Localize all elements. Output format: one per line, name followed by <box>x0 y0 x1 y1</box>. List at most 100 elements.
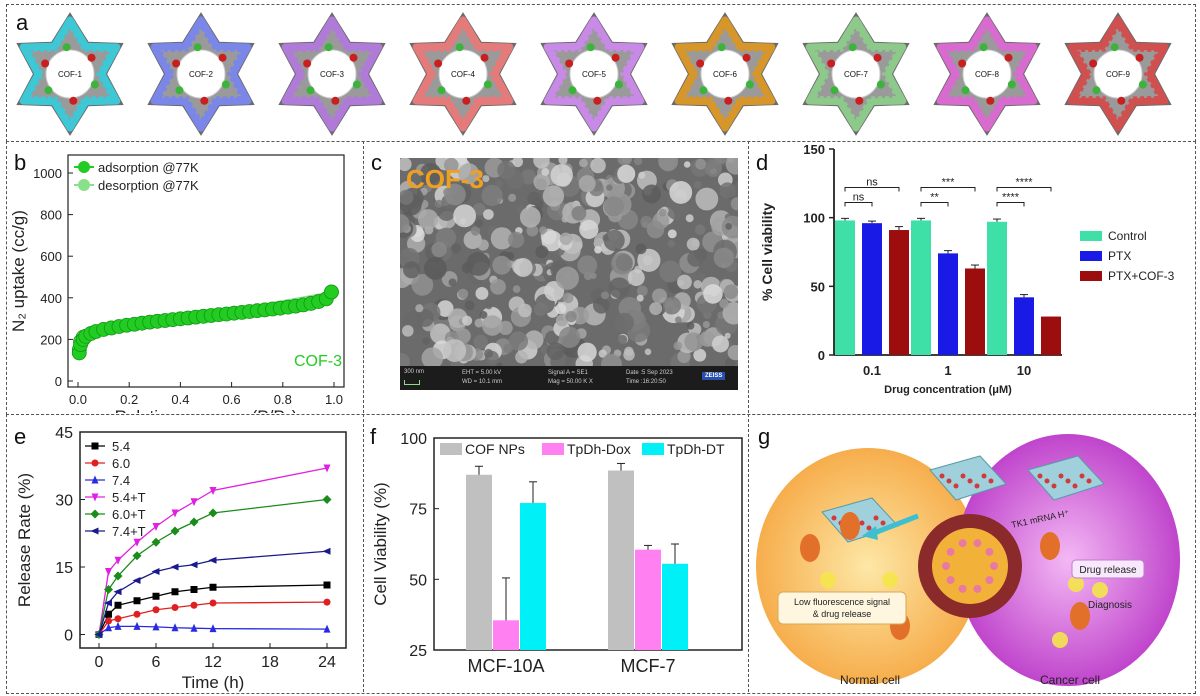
cof-label-9: COF-9 <box>1106 70 1131 79</box>
cof-atom <box>699 86 708 95</box>
cof-atom <box>324 43 333 52</box>
chart-d-sig-bracket <box>844 186 900 192</box>
cof-pore <box>438 49 488 99</box>
chart-b-xtick-label: 0.4 <box>171 392 189 407</box>
cof-atom <box>958 59 967 68</box>
sem-particle <box>565 311 577 323</box>
sem-particle <box>723 284 738 299</box>
cof-cube-drug <box>866 525 872 531</box>
cof-atom <box>69 96 78 105</box>
chart-d-bar <box>862 223 882 355</box>
cof-atom <box>462 96 471 105</box>
sem-particle <box>578 175 596 193</box>
cof-cube-2 <box>929 455 1007 501</box>
cof-atom <box>724 96 733 105</box>
drug-release-box <box>1071 559 1145 579</box>
sem-particle <box>693 280 703 289</box>
cof-linker <box>19 16 121 132</box>
cof-linker <box>150 16 252 132</box>
sem-particle <box>558 158 568 165</box>
sem-particle <box>431 241 447 258</box>
panel-border-bottom <box>6 414 1196 694</box>
chart-d-xtick-label: 1 <box>944 363 951 378</box>
cof-ring <box>28 26 112 122</box>
cof-atom <box>62 43 71 52</box>
sem-particle <box>541 230 563 252</box>
sem-scale: 300 nm <box>404 369 425 375</box>
sem-particle <box>513 258 533 277</box>
cof-ring <box>159 26 243 122</box>
cof-atom <box>876 80 885 89</box>
sem-scale-bar <box>404 380 420 385</box>
sem-info-bar: 300 nm EHT = 5.00 kV WD = 10.1 mm Signal… <box>400 366 738 390</box>
chart-b-ylabel: N₂ uptake (cc/g) <box>9 210 28 332</box>
chart-d-ylabel: % Cell viability <box>759 203 775 301</box>
sem-particle <box>418 209 439 230</box>
sem-particle <box>481 184 503 207</box>
cof-cube-drug <box>1044 478 1050 484</box>
chart-d-sig-bracket <box>996 202 1025 207</box>
chart-e-ytick-label: 15 <box>55 560 73 577</box>
cof-atom <box>352 80 361 89</box>
cof-atom <box>717 43 726 52</box>
sem-particle <box>644 348 652 356</box>
panel-label-e: e <box>14 424 27 449</box>
cof-atom <box>586 43 595 52</box>
cof-atom <box>873 53 882 62</box>
chart-e-marker <box>133 621 141 630</box>
sem-particle <box>508 231 525 248</box>
sem-particle <box>545 330 560 345</box>
cof-label-2: COF-2 <box>189 70 214 79</box>
chart-d-legend-swatch <box>1080 231 1102 241</box>
chart-e-marker <box>323 581 331 589</box>
sem-particle <box>684 332 704 352</box>
cof-structure-7: COF-7 <box>802 12 910 136</box>
sem-particle <box>434 199 443 208</box>
chart-e-marker <box>190 586 198 593</box>
sem-particle <box>535 178 547 190</box>
chart-f-ytick-label: 50 <box>409 572 427 589</box>
chart-b-ytick-label: 0 <box>55 374 62 389</box>
chart-d-bar <box>835 220 855 355</box>
cof-atom <box>200 96 209 105</box>
sem-particle <box>512 158 523 168</box>
cof-atom <box>175 86 184 95</box>
sem-particle <box>673 341 683 351</box>
sem-particle <box>527 191 541 205</box>
chart-e-marker <box>322 547 331 555</box>
sem-particle <box>724 332 731 339</box>
sem-particle <box>662 296 681 315</box>
sem-particle <box>636 294 644 302</box>
sem-particle <box>649 302 663 316</box>
chart-e-marker <box>132 577 141 584</box>
label-low-signal-2: & drug release <box>813 609 872 619</box>
sem-particle <box>659 260 682 283</box>
sem-particle <box>638 171 646 179</box>
low-signal-box <box>777 591 907 625</box>
chart-e-marker <box>152 606 160 614</box>
sem-particle <box>490 227 514 250</box>
chart-e-marker <box>170 526 180 536</box>
nanoparticle <box>932 528 1008 604</box>
chart-e-marker <box>190 601 198 609</box>
chart-e-marker <box>171 509 179 518</box>
chart-e-marker <box>208 508 218 518</box>
nanoparticle-pore <box>985 576 994 585</box>
label-cancer-cell: Cancer cell <box>1040 673 1100 687</box>
cof-atom <box>1110 43 1119 52</box>
fluorescence-dot <box>882 572 898 588</box>
chart-e-marker <box>152 592 160 600</box>
chart-e-marker <box>171 588 179 596</box>
cof-atom <box>611 53 620 62</box>
cof-cube-3 <box>1027 455 1105 501</box>
chart-e-marker <box>104 599 112 607</box>
chart-d-sig-bracket <box>844 202 873 207</box>
cof-atom <box>483 80 492 89</box>
chart-e-marker <box>105 617 112 625</box>
chart-e-marker <box>114 556 122 565</box>
chart-b-legend-marker <box>78 179 90 191</box>
chart-d-bar <box>1041 316 1061 355</box>
sem-particle <box>400 214 410 233</box>
chart-e-marker <box>323 464 331 473</box>
chart-d-sig-bracket <box>996 186 1052 192</box>
